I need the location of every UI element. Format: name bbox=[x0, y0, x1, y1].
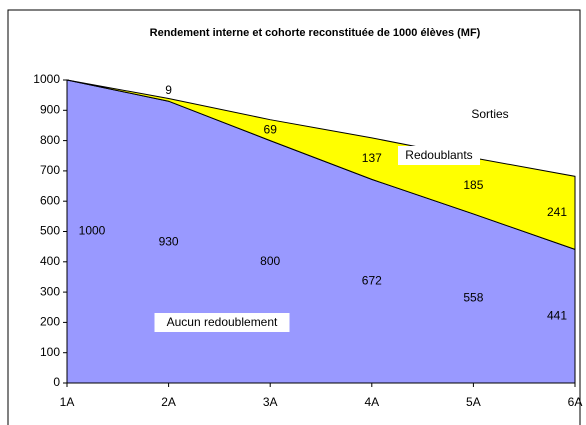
y-tick-label: 500 bbox=[40, 224, 60, 238]
data-label: 558 bbox=[463, 291, 483, 305]
data-label: 185 bbox=[463, 178, 483, 192]
series-label: Redoublants bbox=[405, 148, 472, 162]
data-label: 9 bbox=[165, 83, 172, 97]
annotation: Sorties bbox=[471, 107, 508, 121]
series-label: Aucun redoublement bbox=[167, 315, 278, 329]
chart-title: Rendement interne et cohorte reconstitué… bbox=[150, 27, 481, 39]
data-label: 69 bbox=[264, 122, 278, 136]
y-tick-label: 400 bbox=[40, 254, 60, 268]
x-tick-label: 1A bbox=[60, 395, 75, 409]
series-label-box bbox=[398, 146, 480, 165]
x-tick-label: 6A bbox=[568, 395, 583, 409]
y-tick-label: 1000 bbox=[33, 72, 60, 86]
y-tick-label: 0 bbox=[53, 375, 60, 389]
data-label: 930 bbox=[159, 234, 179, 248]
y-tick-label: 200 bbox=[40, 315, 60, 329]
data-label: 800 bbox=[260, 254, 280, 268]
data-label: 1000 bbox=[79, 224, 106, 238]
y-tick-label: 900 bbox=[40, 102, 60, 116]
data-label: 137 bbox=[362, 151, 382, 165]
x-tick-label: 4A bbox=[364, 395, 379, 409]
y-tick-label: 800 bbox=[40, 133, 60, 147]
data-label: 441 bbox=[547, 308, 567, 322]
y-tick-label: 300 bbox=[40, 284, 60, 298]
data-label: 241 bbox=[547, 205, 567, 219]
x-tick-label: 3A bbox=[263, 395, 278, 409]
x-tick-label: 2A bbox=[161, 395, 176, 409]
x-tick-label: 5A bbox=[466, 395, 481, 409]
y-tick-label: 600 bbox=[40, 193, 60, 207]
y-tick-label: 100 bbox=[40, 345, 60, 359]
data-label: 672 bbox=[362, 273, 382, 287]
series-label-box bbox=[154, 313, 290, 332]
y-tick-label: 700 bbox=[40, 163, 60, 177]
